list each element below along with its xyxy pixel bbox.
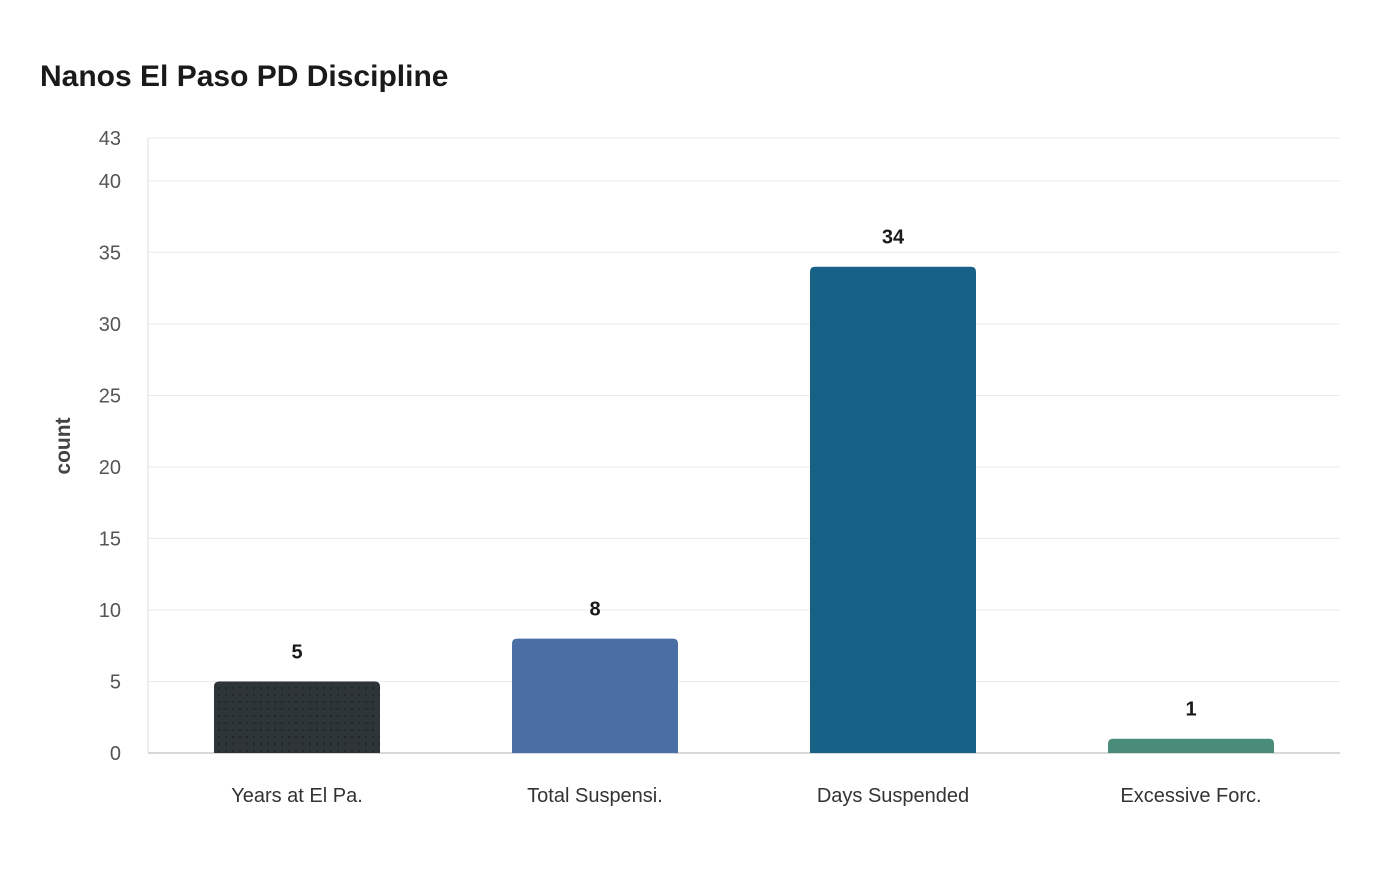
data-label: 8 xyxy=(589,599,600,621)
bar-pattern xyxy=(214,681,380,753)
bar[interactable] xyxy=(512,638,678,753)
x-tick-label: Excessive Forc. xyxy=(1120,785,1261,807)
y-tick-label: 15 xyxy=(99,528,121,550)
y-tick-label: 5 xyxy=(110,671,121,693)
y-tick-label: 35 xyxy=(99,242,121,264)
bar[interactable] xyxy=(1108,738,1274,753)
y-tick-label: 20 xyxy=(99,457,121,479)
y-tick-label: 10 xyxy=(99,600,121,622)
y-axis-label: count xyxy=(52,417,75,474)
x-tick-label: Days Suspended xyxy=(817,785,969,807)
y-tick-label: 25 xyxy=(99,385,121,407)
data-label: 34 xyxy=(882,227,905,249)
bar[interactable] xyxy=(810,266,976,753)
y-tick-label: 30 xyxy=(99,314,121,336)
y-tick-label: 40 xyxy=(99,171,121,193)
data-label: 1 xyxy=(1185,699,1196,721)
chart-title: Nanos El Paso PD Discipline xyxy=(40,60,449,93)
y-tick-label: 43 xyxy=(99,128,121,150)
data-label: 5 xyxy=(291,641,302,663)
x-tick-label: Total Suspensi. xyxy=(527,785,663,807)
y-tick-label: 0 xyxy=(110,743,121,765)
x-tick-label: Years at El Pa. xyxy=(231,785,363,807)
